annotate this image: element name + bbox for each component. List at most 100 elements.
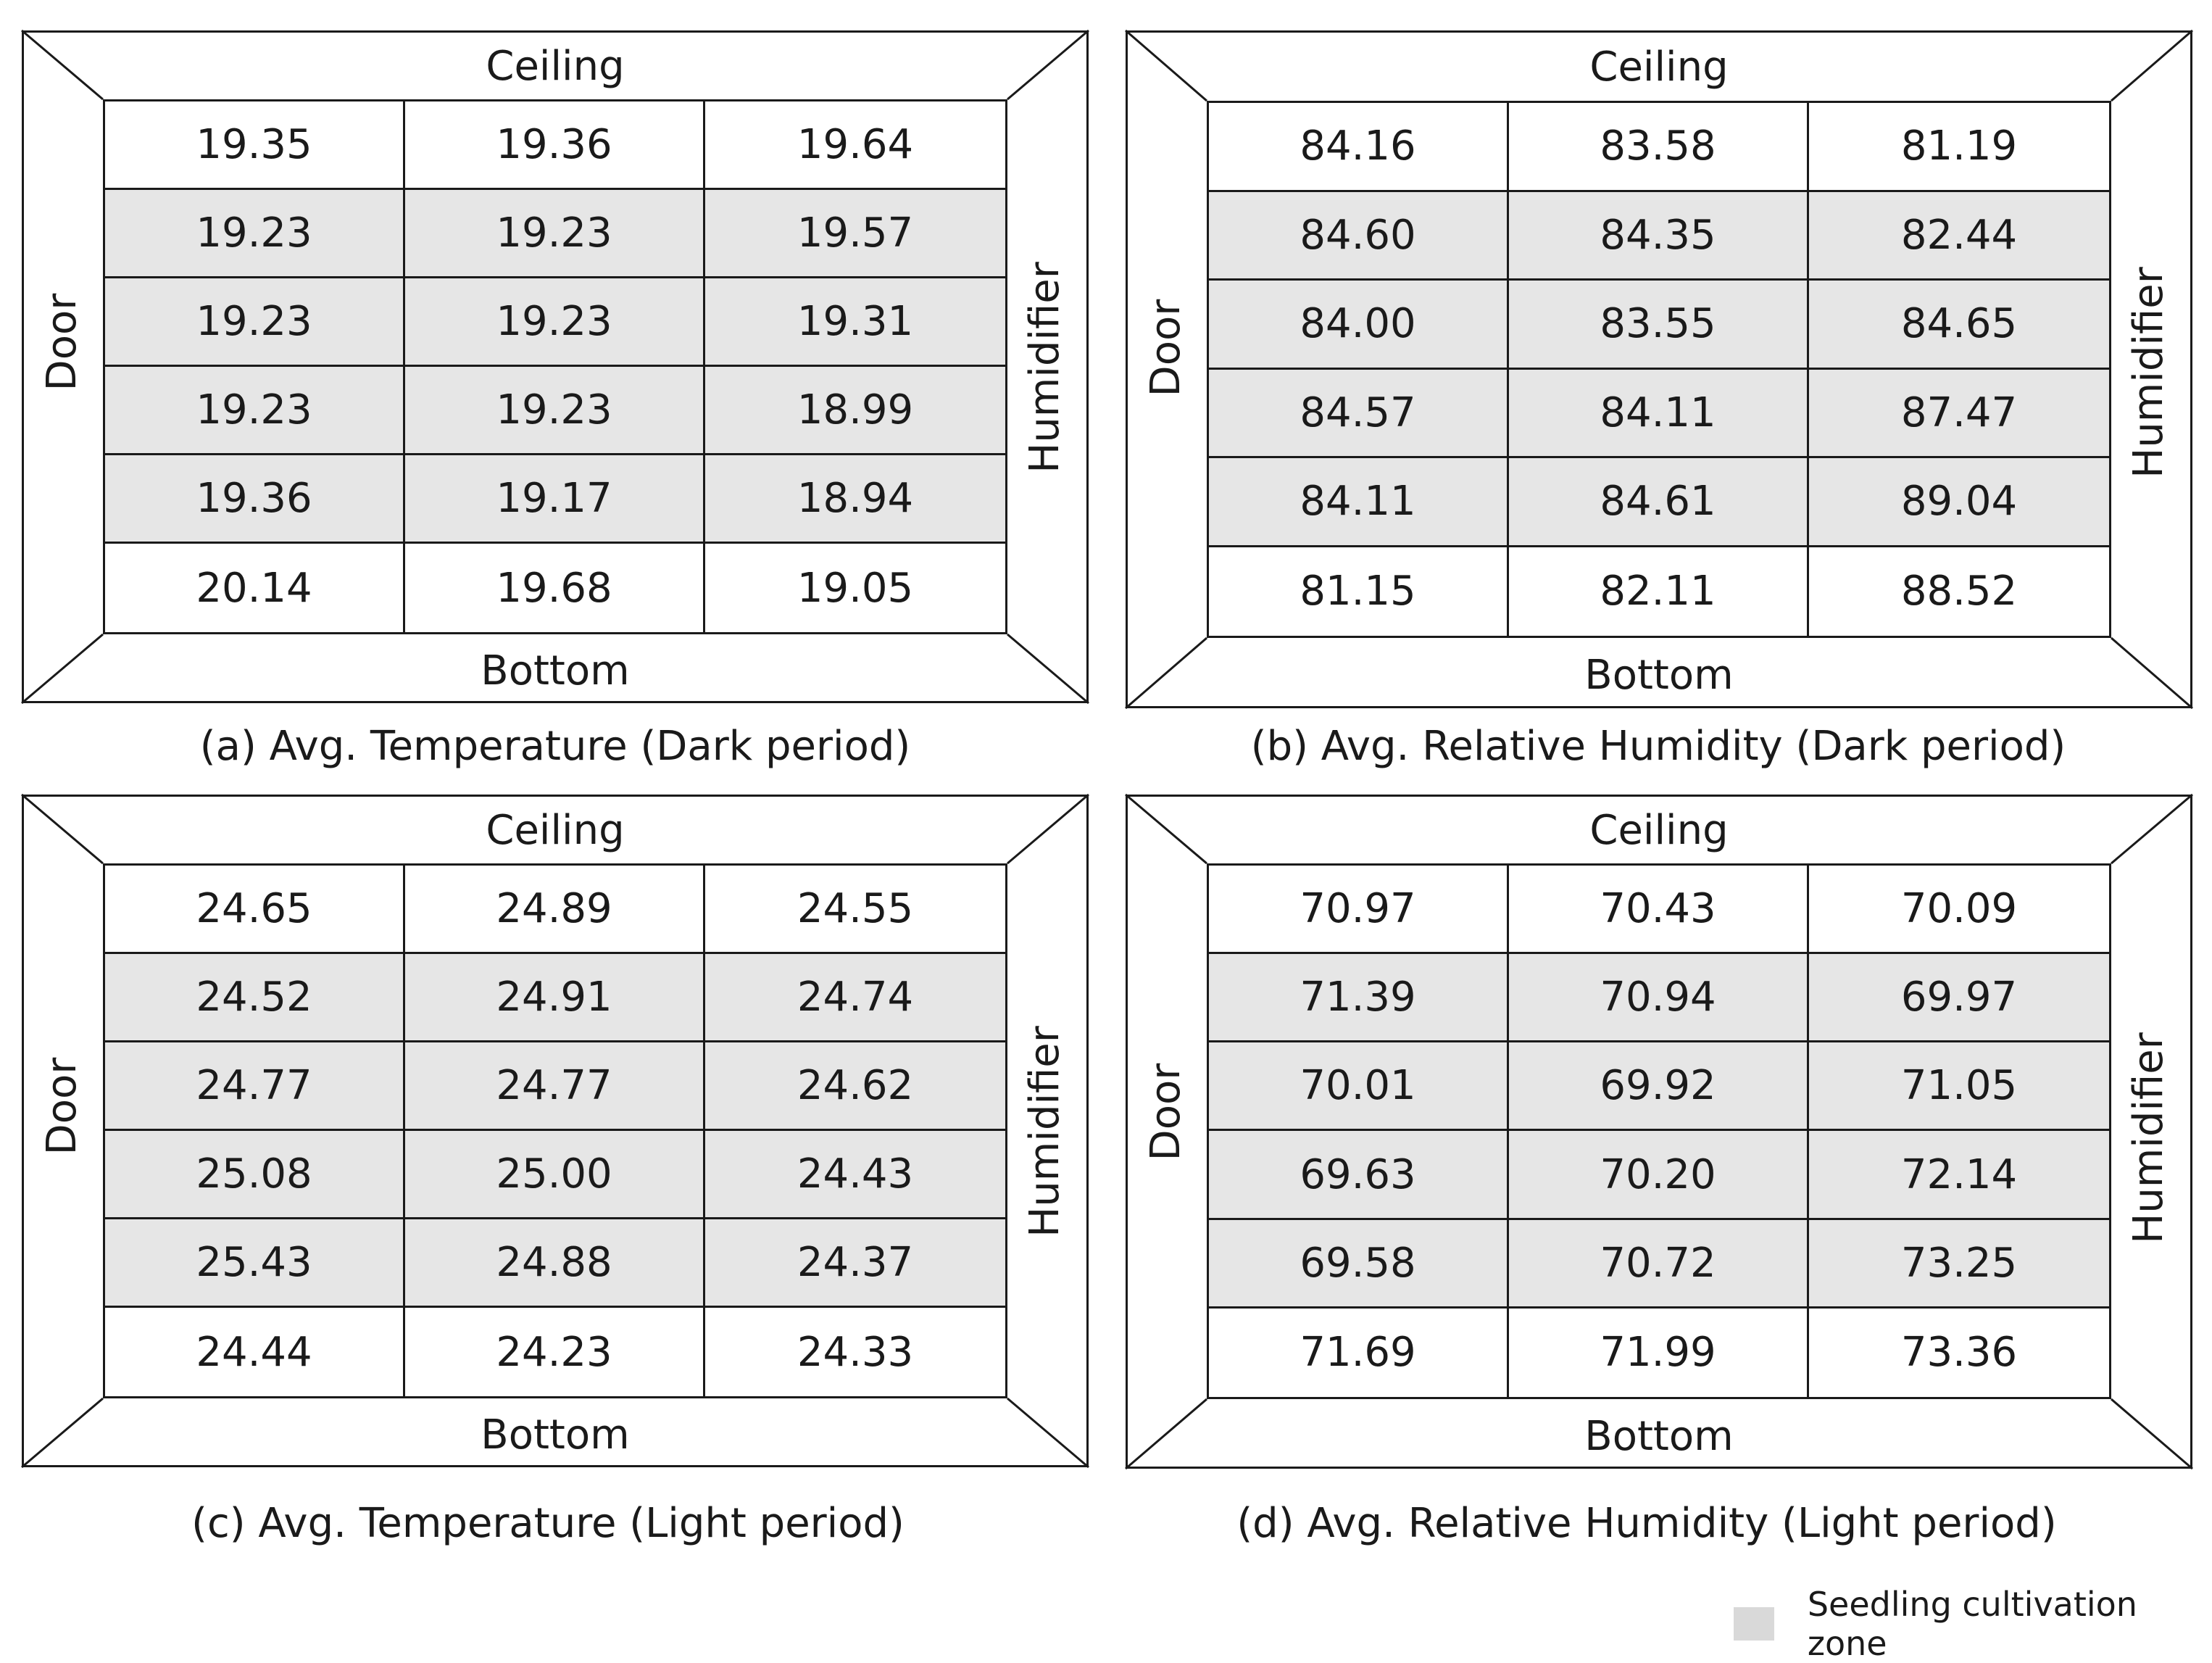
panel-b: Ceiling Bottom Door Humidifier 84.16 83.… — [1125, 29, 2193, 710]
door-label: Door — [38, 1057, 86, 1156]
grid-cell: 24.52 — [105, 954, 405, 1042]
chamber-frame — [1125, 29, 2193, 710]
grid-cell: 82.11 — [1509, 547, 1809, 636]
grid-cell: 84.35 — [1509, 191, 1809, 281]
grid-cell: 83.58 — [1509, 103, 1809, 192]
grid-cell: 24.88 — [405, 1219, 705, 1308]
grid-cell: 69.58 — [1209, 1219, 1509, 1309]
grid-cell: 24.44 — [105, 1308, 405, 1396]
ceiling-label: Ceiling — [1589, 807, 1729, 854]
panel-a: Ceiling Bottom Door Humidifier 19.35 19.… — [21, 29, 1089, 705]
value-grid: 24.65 24.89 24.55 24.52 24.91 24.74 24.7… — [103, 863, 1007, 1398]
value-grid: 84.16 83.58 81.19 84.60 84.35 82.44 84.0… — [1207, 101, 2111, 638]
grid-cell: 24.37 — [705, 1219, 1005, 1308]
grid-cell: 18.94 — [705, 455, 1005, 544]
grid-cell: 84.61 — [1509, 458, 1809, 547]
grid-cell: 87.47 — [1809, 369, 2109, 458]
grid-cell: 25.43 — [105, 1219, 405, 1308]
chamber-frame — [1125, 793, 2193, 1470]
grid-cell: 19.23 — [105, 367, 405, 455]
grid-cell: 70.72 — [1509, 1219, 1809, 1309]
grid-cell: 19.64 — [705, 101, 1005, 190]
grid-cell: 71.39 — [1209, 954, 1509, 1043]
bottom-label: Bottom — [481, 1411, 630, 1459]
door-label: Door — [38, 293, 86, 391]
grid-cell: 19.31 — [705, 278, 1005, 367]
grid-cell: 84.65 — [1809, 281, 2109, 370]
legend: Seedling cultivation zone — [1734, 1585, 2212, 1663]
humidifier-label: Humidifier — [1021, 1026, 1068, 1237]
humidifier-label: Humidifier — [2125, 1032, 2172, 1244]
grid-cell: 19.23 — [105, 190, 405, 278]
grid-cell: 72.14 — [1809, 1131, 2109, 1220]
grid-cell: 18.99 — [705, 367, 1005, 455]
grid-cell: 19.17 — [405, 455, 705, 544]
grid-cell: 19.23 — [105, 278, 405, 367]
panel-caption: (c) Avg. Temperature (Light period) — [191, 1500, 905, 1547]
grid-cell: 84.11 — [1209, 458, 1509, 547]
humidifier-label: Humidifier — [2125, 267, 2172, 478]
grid-cell: 71.05 — [1809, 1042, 2109, 1132]
ceiling-label: Ceiling — [1589, 43, 1729, 91]
bottom-label: Bottom — [1584, 652, 1734, 699]
grid-cell: 19.36 — [105, 455, 405, 544]
grid-cell: 19.35 — [105, 101, 405, 190]
grid-cell: 70.97 — [1209, 866, 1509, 955]
grid-cell: 24.65 — [105, 866, 405, 954]
grid-cell: 20.14 — [105, 544, 405, 632]
grid-cell: 24.77 — [105, 1042, 405, 1131]
grid-cell: 24.33 — [705, 1308, 1005, 1396]
legend-label: Seedling cultivation zone — [1807, 1585, 2137, 1663]
grid-cell: 71.99 — [1509, 1308, 1809, 1397]
grid-cell: 89.04 — [1809, 458, 2109, 547]
ceiling-label: Ceiling — [486, 43, 625, 90]
grid-cell: 71.69 — [1209, 1308, 1509, 1397]
grid-cell: 19.36 — [405, 101, 705, 190]
panel-d: Ceiling Bottom Door Humidifier 70.97 70.… — [1125, 793, 2193, 1470]
ceiling-label: Ceiling — [486, 807, 625, 854]
grid-cell: 24.43 — [705, 1131, 1005, 1219]
grid-cell: 84.16 — [1209, 103, 1509, 192]
grid-cell: 82.44 — [1809, 191, 2109, 281]
grid-cell: 25.00 — [405, 1131, 705, 1219]
grid-cell: 19.57 — [705, 190, 1005, 278]
grid-cell: 84.00 — [1209, 281, 1509, 370]
grid-cell: 19.23 — [405, 278, 705, 367]
bottom-label: Bottom — [481, 647, 630, 694]
grid-cell: 73.25 — [1809, 1219, 2109, 1309]
grid-cell: 70.09 — [1809, 866, 2109, 955]
grid-cell: 69.63 — [1209, 1131, 1509, 1220]
grid-cell: 84.60 — [1209, 191, 1509, 281]
grid-cell: 84.57 — [1209, 369, 1509, 458]
grid-cell: 24.23 — [405, 1308, 705, 1396]
grid-cell: 83.55 — [1509, 281, 1809, 370]
grid-cell: 69.92 — [1509, 1042, 1809, 1132]
value-grid: 19.35 19.36 19.64 19.23 19.23 19.57 19.2… — [103, 99, 1007, 634]
legend-swatch — [1734, 1607, 1774, 1641]
chamber-frame — [21, 29, 1089, 705]
grid-cell: 70.43 — [1509, 866, 1809, 955]
grid-cell: 73.36 — [1809, 1308, 2109, 1397]
grid-cell: 81.19 — [1809, 103, 2109, 192]
grid-cell: 88.52 — [1809, 547, 2109, 636]
grid-cell: 24.89 — [405, 866, 705, 954]
panel-caption: (d) Avg. Relative Humidity (Light period… — [1236, 1500, 2057, 1547]
grid-cell: 24.91 — [405, 954, 705, 1042]
grid-cell: 19.05 — [705, 544, 1005, 632]
panel-c: Ceiling Bottom Door Humidifier 24.65 24.… — [21, 793, 1089, 1469]
grid-cell: 81.15 — [1209, 547, 1509, 636]
grid-cell: 70.20 — [1509, 1131, 1809, 1220]
panel-caption: (b) Avg. Relative Humidity (Dark period) — [1250, 723, 2066, 770]
grid-cell: 69.97 — [1809, 954, 2109, 1043]
chamber-frame — [21, 793, 1089, 1469]
grid-cell: 84.11 — [1509, 369, 1809, 458]
grid-cell: 25.08 — [105, 1131, 405, 1219]
grid-cell: 19.68 — [405, 544, 705, 632]
door-label: Door — [1142, 299, 1189, 397]
humidifier-label: Humidifier — [1021, 262, 1068, 473]
panel-caption: (a) Avg. Temperature (Dark period) — [199, 723, 911, 770]
door-label: Door — [1142, 1063, 1189, 1161]
grid-cell: 24.74 — [705, 954, 1005, 1042]
grid-cell: 24.77 — [405, 1042, 705, 1131]
grid-cell: 24.55 — [705, 866, 1005, 954]
